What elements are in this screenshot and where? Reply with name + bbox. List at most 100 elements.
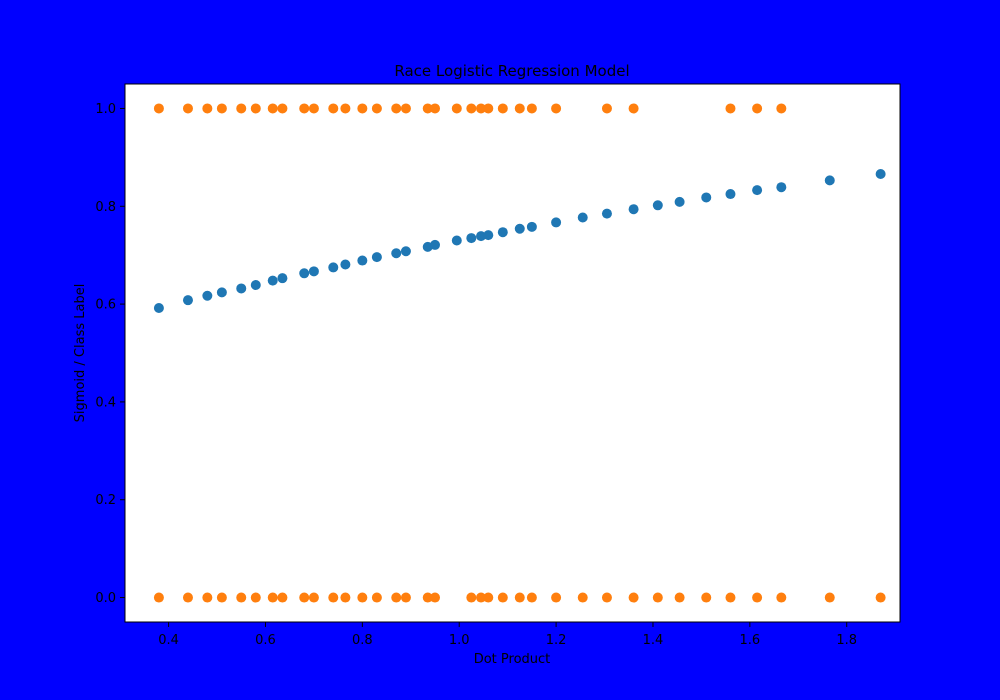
data-point-series-2 <box>250 103 261 114</box>
chart-title: Race Logistic Regression Model <box>394 62 629 80</box>
data-point-series-2 <box>497 592 508 603</box>
data-point-series-2 <box>466 592 477 603</box>
data-point-series-2 <box>391 592 402 603</box>
data-point-series-2 <box>466 103 477 114</box>
data-point-series-1 <box>551 217 562 228</box>
data-point-series-2 <box>202 103 213 114</box>
x-tick-label: 1.0 <box>449 633 470 648</box>
data-point-series-2 <box>267 103 278 114</box>
data-point-series-1 <box>236 283 247 294</box>
data-point-series-2 <box>340 103 351 114</box>
data-point-series-1 <box>875 168 886 179</box>
data-point-series-2 <box>299 592 310 603</box>
data-point-series-1 <box>514 223 525 234</box>
x-tick-label: 1.8 <box>836 633 857 648</box>
data-point-series-2 <box>674 592 685 603</box>
data-point-series-2 <box>182 103 193 114</box>
x-tick-label: 0.8 <box>352 633 373 648</box>
y-axis-label: Sigmoid / Class Label <box>73 284 88 423</box>
data-point-series-1 <box>526 221 537 232</box>
data-point-series-1 <box>182 295 193 306</box>
x-tick-label: 1.6 <box>740 633 761 648</box>
x-tick-label: 1.4 <box>643 633 664 648</box>
data-point-series-1 <box>628 204 639 215</box>
data-point-series-1 <box>391 248 402 259</box>
data-point-series-2 <box>451 103 462 114</box>
x-tick-label: 0.6 <box>255 633 276 648</box>
x-tick-label: 0.4 <box>158 633 179 648</box>
data-point-series-2 <box>551 103 562 114</box>
data-points <box>153 103 886 603</box>
x-axis-label: Dot Product <box>474 652 551 667</box>
data-point-series-1 <box>216 287 227 298</box>
data-point-series-2 <box>308 592 319 603</box>
data-point-series-1 <box>202 290 213 301</box>
data-point-series-1 <box>340 259 351 270</box>
data-point-series-2 <box>216 592 227 603</box>
data-point-series-2 <box>701 592 712 603</box>
data-point-series-1 <box>299 268 310 279</box>
data-point-series-2 <box>308 103 319 114</box>
data-point-series-2 <box>236 592 247 603</box>
data-point-series-2 <box>340 592 351 603</box>
data-point-series-1 <box>371 252 382 263</box>
y-tick-label: 0.4 <box>95 395 116 410</box>
data-point-series-2 <box>202 592 213 603</box>
data-point-series-2 <box>776 592 787 603</box>
data-point-series-2 <box>628 592 639 603</box>
data-point-series-2 <box>328 592 339 603</box>
data-point-series-2 <box>514 592 525 603</box>
data-point-series-1 <box>430 239 440 250</box>
data-point-series-2 <box>526 103 537 114</box>
data-point-series-2 <box>153 103 164 114</box>
data-point-series-2 <box>483 103 494 114</box>
data-point-series-1 <box>601 208 612 219</box>
data-point-series-2 <box>328 103 339 114</box>
data-point-series-2 <box>277 103 288 114</box>
data-point-series-1 <box>328 262 339 273</box>
x-axis: 0.4 0.6 0.8 1.0 1.2 1.4 1.6 1.8 <box>158 622 857 648</box>
data-point-series-1 <box>308 266 319 277</box>
data-point-series-2 <box>250 592 261 603</box>
data-point-series-2 <box>391 103 402 114</box>
data-point-series-1 <box>483 230 494 241</box>
plot-area <box>125 84 900 622</box>
data-point-series-2 <box>725 592 736 603</box>
data-point-series-2 <box>476 103 487 114</box>
y-axis: 0.0 0.2 0.4 0.6 0.8 1.0 <box>95 102 125 606</box>
data-point-series-1 <box>701 192 712 203</box>
data-point-series-2 <box>357 103 368 114</box>
y-tick-label: 0.8 <box>95 200 116 215</box>
data-point-series-2 <box>497 103 508 114</box>
data-point-series-1 <box>267 275 278 286</box>
data-point-series-2 <box>577 592 588 603</box>
data-point-series-2 <box>776 103 787 114</box>
data-point-series-1 <box>153 303 164 314</box>
data-point-series-2 <box>236 103 247 114</box>
data-point-series-2 <box>267 592 278 603</box>
data-point-series-2 <box>299 103 310 114</box>
data-point-series-2 <box>628 103 639 114</box>
data-point-series-1 <box>752 185 763 196</box>
data-point-series-1 <box>674 196 685 207</box>
data-point-series-2 <box>400 103 411 114</box>
data-point-series-2 <box>752 592 763 603</box>
data-point-series-2 <box>371 592 382 603</box>
data-point-series-1 <box>476 231 487 242</box>
y-tick-label: 0.0 <box>95 591 116 606</box>
data-point-series-2 <box>371 103 382 114</box>
data-point-series-2 <box>357 592 368 603</box>
data-point-series-1 <box>577 212 588 223</box>
data-point-series-1 <box>776 182 787 193</box>
data-point-series-1 <box>250 280 261 291</box>
y-tick-label: 0.2 <box>95 493 116 508</box>
y-tick-label: 0.6 <box>95 298 116 313</box>
data-point-series-2 <box>153 592 164 603</box>
data-point-series-1 <box>466 233 477 244</box>
data-point-series-2 <box>400 592 411 603</box>
data-point-series-1 <box>725 189 736 200</box>
data-point-series-2 <box>526 592 537 603</box>
data-point-series-1 <box>824 175 835 186</box>
